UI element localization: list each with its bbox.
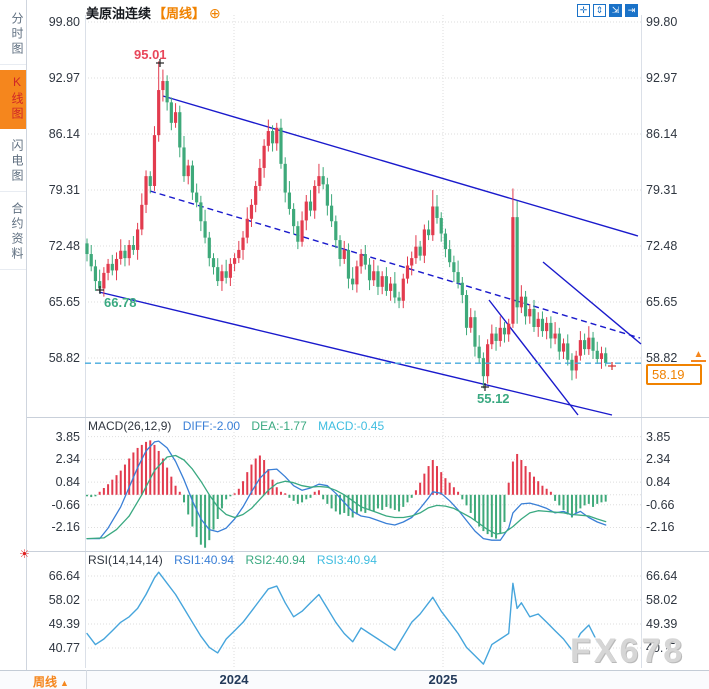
price-cross-marker	[96, 286, 104, 294]
macd-axis-label-right: -0.66	[646, 497, 675, 512]
price-axis-label-right: 72.48	[646, 238, 678, 253]
macd-diff-line	[86, 440, 607, 541]
auto-scale-icon[interactable]: ⇲	[609, 4, 622, 17]
rsi-axis-label-left: 58.02	[48, 592, 80, 607]
price-axis-label-left: 99.80	[48, 15, 80, 29]
shift-right-icon[interactable]: ⇥	[625, 4, 638, 17]
sidebar-tab-flash-chart[interactable]: 闪电图	[0, 134, 26, 192]
sidebar-tab-time-chart[interactable]: 分时图	[0, 7, 26, 65]
price-axis-label-left: 92.97	[48, 70, 80, 85]
chart-toolbar: ✛ ⇕ ⇲ ⇥	[577, 4, 638, 17]
symbol-title: 美原油连续	[86, 6, 152, 21]
rsi3-value: RSI3:40.94	[316, 553, 377, 567]
indicator-flash-icon[interactable]: ☀	[19, 547, 30, 561]
rsi1-value: RSI1:40.94	[174, 553, 235, 567]
y-axis-scale-icon[interactable]: ⇕	[593, 4, 606, 17]
rsi2-value: RSI2:40.94	[245, 553, 306, 567]
rsi-axis-label-right: 40.77	[646, 641, 678, 655]
rsi-axis-label-left: 49.39	[48, 617, 80, 631]
price-axis-label-left: 72.48	[48, 238, 80, 253]
period-selector[interactable]: 周线 ▲	[33, 673, 69, 689]
macd-axis-label-right: 3.85	[646, 429, 671, 444]
x-axis-year-2024: 2024	[219, 672, 249, 687]
price-axis-label-left: 86.14	[48, 126, 80, 141]
crosshair-icon[interactable]: ✛	[577, 4, 590, 17]
rsi-axis-label-left: 40.77	[48, 641, 80, 655]
rsi-axis-label-right: 66.64	[646, 569, 678, 583]
trendline-channel-bottom[interactable]	[98, 291, 613, 416]
rsi-axis-label-right: 49.39	[646, 617, 678, 631]
macd-title: MACD(26,12,9)	[88, 419, 172, 433]
sidebar-tab-contract-info[interactable]: 合约资料	[0, 197, 26, 270]
macd-axis-label-right: 0.84	[646, 475, 671, 490]
price-axis-label-left: 79.31	[48, 182, 80, 197]
scroll-to-latest-icon[interactable]: ▲	[691, 350, 706, 362]
trendline-channel-top[interactable]	[162, 95, 639, 237]
price-axis-label-left: 58.82	[48, 350, 80, 365]
macd-axis-label-left: 3.85	[55, 429, 80, 444]
rsi-axis-label-right: 58.02	[646, 592, 678, 607]
period-selector-label: 周线	[33, 675, 58, 689]
rsi-axis-label-left: 66.64	[48, 569, 80, 583]
macd-dea-value: DEA:-1.77	[251, 419, 307, 433]
price-axis-label-right: 79.31	[646, 182, 678, 197]
rsi-title: RSI(14,14,14)	[88, 553, 163, 567]
rsi-header: RSI(14,14,14) RSI1:40.94 RSI2:40.94 RSI3…	[88, 553, 377, 567]
trendline-steep-top[interactable]	[542, 261, 642, 345]
price-cross-marker	[481, 383, 489, 391]
price-axis-label-right: 99.80	[646, 15, 678, 29]
trendline-steep-bottom[interactable]	[488, 299, 579, 416]
macd-header: MACD(26,12,9) DIFF:-2.00 DEA:-1.77 MACD:…	[88, 419, 384, 433]
candlestick-series	[85, 61, 608, 389]
period-tag: 【周线】	[153, 6, 206, 21]
price-axis-label-right: 92.97	[646, 70, 678, 85]
rsi-line	[86, 571, 607, 665]
price-cross-marker	[156, 59, 164, 67]
price-annotation: 66.78	[104, 295, 137, 310]
sidebar-tab-candle-chart[interactable]: K线图	[0, 70, 26, 129]
macd-macd-value: MACD:-0.45	[318, 419, 385, 433]
price-axis-label-left: 65.65	[48, 294, 80, 309]
watermark: FX678	[570, 632, 686, 670]
price-axis-label-right: 65.65	[646, 294, 678, 309]
x-axis-year-2025: 2025	[428, 672, 458, 687]
price-cross-marker	[608, 362, 616, 370]
price-annotation: 95.01	[134, 47, 167, 62]
macd-axis-label-left: -0.66	[51, 497, 81, 512]
macd-histogram	[86, 440, 607, 548]
macd-axis-label-right: -2.16	[646, 520, 675, 535]
bottom-bar-divider	[86, 670, 87, 689]
macd-axis-label-right: 2.34	[646, 452, 671, 467]
add-indicator-icon[interactable]: ⊕	[209, 5, 221, 21]
bottom-bar	[0, 670, 709, 689]
price-annotation: 55.12	[477, 391, 510, 406]
trendline-channel-mid[interactable]	[149, 190, 641, 339]
price-axis-label-right: 86.14	[646, 126, 678, 141]
price-axis-label-right: 58.82	[646, 350, 678, 365]
sidebar: 分时图 K线图 闪电图 合约资料	[0, 0, 27, 670]
last-price-box: 58.19	[646, 364, 702, 385]
macd-axis-label-left: 2.34	[55, 452, 80, 467]
chart-header: 美原油连续 【周线】 ⊕	[86, 3, 221, 22]
macd-dea-line	[86, 454, 607, 540]
macd-diff-value: DIFF:-2.00	[182, 419, 241, 433]
period-selector-arrow-icon: ▲	[60, 678, 69, 688]
macd-axis-label-left: 0.84	[55, 475, 80, 490]
macd-axis-label-left: -2.16	[51, 520, 81, 535]
